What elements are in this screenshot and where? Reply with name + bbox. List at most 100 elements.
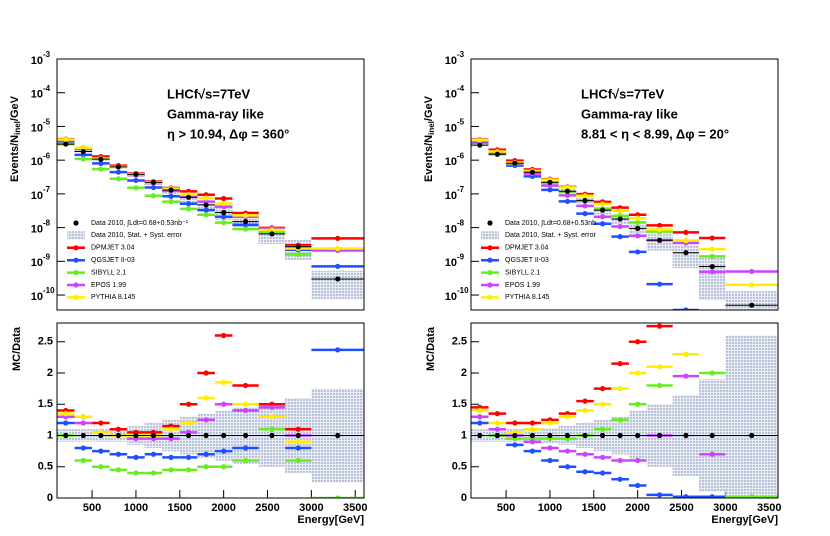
point <box>185 467 192 473</box>
point <box>529 439 536 445</box>
point <box>203 395 209 401</box>
point <box>599 221 606 227</box>
point <box>477 137 483 143</box>
point <box>203 195 209 201</box>
point <box>335 0 340 1</box>
y-tick-label: 1 <box>47 429 53 441</box>
point <box>582 451 588 457</box>
y-tick-exponent: -6 <box>43 151 51 160</box>
y-tick-exponent: -10 <box>457 286 469 295</box>
point <box>547 420 553 426</box>
point <box>477 142 483 148</box>
point <box>115 426 121 432</box>
point <box>512 432 518 439</box>
point <box>635 249 641 255</box>
point <box>529 432 536 439</box>
point <box>80 457 86 464</box>
point <box>710 321 715 326</box>
legend-label: Data 2010, ∫Ldt=0.68+0.53nb <box>505 220 596 227</box>
y-axis-label-part: inel <box>427 121 436 135</box>
point <box>98 464 104 470</box>
point <box>564 432 571 439</box>
point <box>80 445 86 451</box>
y-tick-label: 10 <box>31 257 43 269</box>
y-tick-label: 10 <box>445 55 457 67</box>
point <box>115 169 121 175</box>
y-tick-exponent: -8 <box>43 219 51 228</box>
point <box>617 216 623 222</box>
x-tick-label: 3000 <box>299 502 323 514</box>
x-tick-label: 2500 <box>669 502 693 514</box>
point <box>133 454 139 460</box>
point <box>477 432 483 439</box>
point <box>269 426 275 432</box>
frame <box>56 322 365 499</box>
point <box>168 193 174 199</box>
legend-label: QGSJET II-03 <box>505 257 549 264</box>
point <box>709 263 715 270</box>
point <box>656 364 663 370</box>
point <box>98 166 104 172</box>
point <box>98 432 104 439</box>
point <box>98 420 104 426</box>
point <box>242 226 249 232</box>
point <box>512 420 518 426</box>
y-tick-label: 10 <box>31 224 43 236</box>
point <box>564 192 571 199</box>
legend-marker <box>487 220 493 226</box>
legend-label: Data 2010, ∫Ldt=0.68+0.53nb⁻¹ <box>91 220 189 227</box>
point <box>242 432 249 439</box>
point <box>635 457 641 464</box>
legend-label: DPMJET 3.04 <box>91 245 135 252</box>
annotation: Gamma-ray like <box>581 106 678 121</box>
point <box>221 332 227 339</box>
point <box>617 208 623 214</box>
point <box>683 307 689 310</box>
legend-marker <box>73 245 79 251</box>
point <box>150 451 157 457</box>
point <box>185 454 192 460</box>
point <box>115 467 121 473</box>
y-tick-label: 10 <box>31 89 43 101</box>
point <box>494 420 500 426</box>
point <box>295 244 301 250</box>
legend-label: SIBYLL 2.1 <box>91 269 126 276</box>
point <box>512 442 518 448</box>
y-tick-label: 10 <box>31 291 43 303</box>
annotation: LHCf√s=7TeV <box>581 86 664 101</box>
point <box>709 432 715 439</box>
point <box>599 401 606 407</box>
point <box>529 426 536 432</box>
point <box>656 432 663 439</box>
point <box>295 439 301 445</box>
point <box>150 179 157 185</box>
legend-label: DPMJET 3.04 <box>505 245 549 252</box>
point <box>683 373 689 379</box>
point <box>547 445 553 451</box>
point <box>599 214 606 220</box>
point <box>635 432 641 439</box>
point <box>635 219 641 225</box>
point <box>203 202 209 208</box>
point <box>221 464 227 470</box>
y-axis-label: Events/Ninel/GeV <box>9 95 22 182</box>
point <box>477 414 483 420</box>
point <box>635 482 641 489</box>
error-band <box>311 270 364 300</box>
point <box>494 151 500 157</box>
point <box>547 457 553 464</box>
point <box>203 207 209 213</box>
point <box>599 432 606 439</box>
y-tick-label: 2.5 <box>452 336 467 348</box>
point <box>617 386 623 392</box>
point <box>133 177 139 184</box>
annotation: η > 10.94, Δφ = 360° <box>167 126 289 141</box>
point <box>168 467 174 473</box>
point <box>295 445 301 451</box>
point <box>582 469 588 475</box>
point <box>635 339 641 345</box>
y-tick-label: 0 <box>461 492 467 504</box>
legend-marker <box>73 257 79 263</box>
legend-marker <box>487 270 493 276</box>
point <box>221 214 227 220</box>
